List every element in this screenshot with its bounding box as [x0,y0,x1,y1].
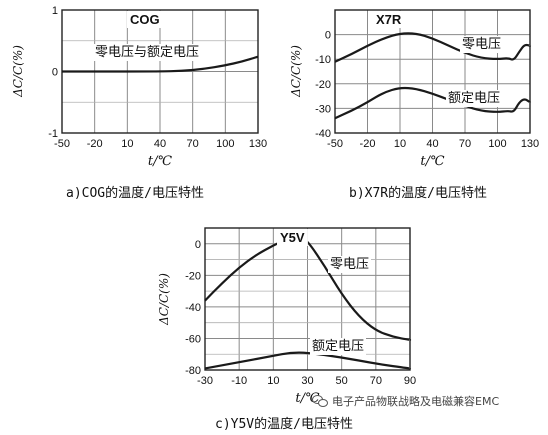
cog-series-label-0: 零电压与额定电压 [95,45,199,60]
y5v-x-tick-label: 50 [336,375,348,387]
x7r-y-tick-label: -20 [315,79,331,91]
y5v-title-bg [277,229,308,246]
y5v-series-label-bg-1 [310,338,367,355]
cog-series-line-0 [61,55,259,73]
cog-x-tick-label: 10 [121,138,133,150]
y5v-series-label-bg-0 [328,256,372,273]
wechat-icon [312,395,328,407]
x7r-x-tick-label: 100 [488,138,506,150]
cog-y-tick-label: 0 [52,67,58,79]
y5v-y-tick-label: -80 [185,365,201,377]
x7r-title-bg [373,11,405,28]
y5v-plot-frame [204,227,411,371]
y5v-y-tick-label: -60 [185,333,201,345]
cog-y-tick-label: 1 [52,5,58,17]
x7r-series-label-1: 额定电压 [448,91,500,106]
x7r-x-tick-label: -50 [327,138,343,150]
cog-x-tick-label: 100 [216,138,234,150]
x7r-y-axis-label: ΔC/C(%) [289,45,303,98]
caption-cog: a)COG的温度/电压特性 [66,186,204,201]
y5v-x-tick-label: 70 [370,375,382,387]
x7r-x-tick-label: 130 [521,138,539,150]
watermark-text: 电子产品物联战略及电磁兼容EMC [332,395,500,408]
y5v-x-tick-label: -30 [197,375,213,387]
y5v-x-tick-label: 90 [404,375,416,387]
y5v-y-axis-label: ΔC/C(%) [157,273,171,326]
cog-title-bg [127,11,163,28]
cog-x-tick-label: 130 [249,138,267,150]
y5v-series-label-0: 零电压 [330,257,369,272]
y5v-y-tick-label: -20 [185,270,201,282]
y5v-y-tick-label: 0 [195,239,201,251]
y5v-x-tick-label: 30 [301,375,313,387]
x7r-x-tick-label: 70 [459,138,471,150]
x7r-x-tick-label: -20 [360,138,376,150]
cog-y-tick-label: -1 [48,128,58,140]
watermark: 电子产品物联战略及电磁兼容EMC [312,393,499,409]
x7r-x-axis-label: t/℃ [420,154,445,169]
cog-x-tick-label: 70 [187,138,199,150]
y5v-series-label-1: 额定电压 [312,339,364,354]
y5v-x-tick-label: -10 [231,375,247,387]
x7r-y-tick-label: -40 [315,128,331,140]
x7r-y-tick-label: 0 [325,30,331,42]
x7r-series-line-0 [334,32,532,63]
x7r-series-label-0: 零电压 [462,37,501,52]
cog-x-tick-label: -20 [87,138,103,150]
x7r-y-tick-label: -10 [315,54,331,66]
x7r-series-label-bg-1 [446,90,503,107]
x7r-plot-frame [334,9,531,134]
x7r-x-tick-label: 40 [426,138,438,150]
cog-y-axis-label: ΔC/C(%) [11,45,25,98]
x7r-x-tick-label: 10 [394,138,406,150]
cog-x-tick-label: 40 [154,138,166,150]
caption-x7r: b)X7R的温度/电压特性 [349,186,487,201]
cog-x-tick-label: -50 [54,138,70,150]
cog-series-label-bg-0 [93,44,202,61]
cog-title: COG [130,12,160,27]
y5v-x-tick-label: 10 [267,375,279,387]
cog-x-axis-label: t/℃ [148,154,173,169]
y5v-series-line-1 [204,351,412,370]
y5v-y-tick-label: -40 [185,302,201,314]
x7r-title: X7R [376,12,402,27]
x7r-series-label-bg-0 [460,36,504,53]
y5v-title: Y5V [280,230,305,245]
caption-y5v: c)Y5V的温度/电压特性 [215,417,353,432]
x7r-y-tick-label: -30 [315,103,331,115]
